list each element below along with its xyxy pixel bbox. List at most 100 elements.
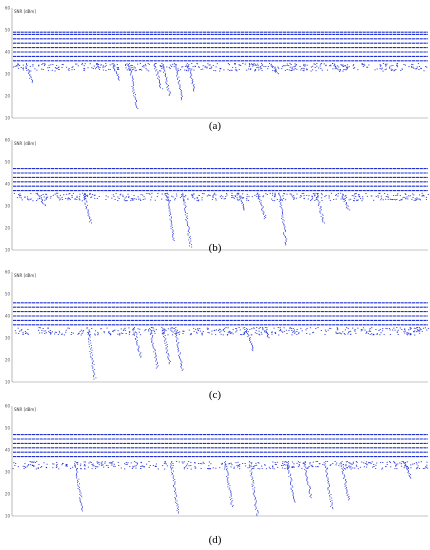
snr-point [89,331,91,333]
snr-point [226,476,228,477]
snr-point [213,70,215,71]
snr-point [357,468,359,470]
snr-point [253,480,254,482]
snr-point [152,345,154,347]
snr-point [413,327,416,329]
snr-point [102,464,104,466]
snr-point [164,75,166,76]
snr-point [178,354,180,356]
snr-point [77,481,79,482]
snr-point [115,193,117,195]
snr-point [142,199,144,200]
panel-c-caption: (c) [208,389,222,401]
snr-point [164,340,166,342]
snr-point [281,199,283,201]
snr-point [63,334,66,336]
snr-point [299,462,301,463]
snr-point [332,507,334,508]
snr-point [128,333,131,335]
snr-point [309,488,311,490]
snr-point [271,65,273,67]
snr-point [168,90,170,92]
y-tick-label: 60 [5,404,11,409]
snr-point [251,474,253,476]
snr-point [172,463,174,464]
snr-point [29,66,31,67]
snr-point [321,219,323,221]
snr-point [172,467,174,469]
snr-point [247,331,249,333]
snr-point [227,478,229,480]
snr-point [76,473,77,475]
snr-point [347,327,349,329]
snr-point [282,219,284,221]
snr-point [84,193,85,195]
snr-point [131,86,133,87]
snr-point [420,67,422,69]
snr-point [188,237,190,238]
snr-point [132,199,134,201]
snr-point [109,334,112,336]
snr-point [343,468,346,469]
snr-point [367,333,369,334]
snr-point [406,461,408,463]
snr-point [189,72,191,74]
snr-point [61,464,63,466]
snr-point [103,332,105,334]
snr-point [167,354,169,356]
snr-point [116,73,118,75]
y-axis-label: SNR [dBm] [14,407,36,412]
snr-point [88,215,90,217]
snr-point [346,467,349,469]
snr-point [89,193,91,194]
snr-point [148,70,150,72]
snr-point [65,193,68,195]
snr-point [383,333,385,335]
snr-point [145,68,147,70]
snr-point [189,241,191,243]
snr-point [241,197,243,198]
snr-point [187,231,189,232]
snr-point [182,197,184,199]
snr-point [261,64,263,66]
snr-point [49,332,51,333]
snr-point [379,68,381,69]
snr-point [266,332,268,334]
snr-point [410,467,412,469]
snr-point [93,372,95,374]
snr-point [172,234,174,236]
snr-point [305,467,307,469]
snr-point [195,467,197,469]
snr-point [276,461,278,463]
snr-point [258,462,260,464]
snr-point [352,461,355,463]
snr-point [97,333,99,335]
snr-point [297,466,300,468]
snr-point [281,199,283,200]
snr-point [51,69,53,71]
snr-point [253,327,255,329]
snr-point [94,334,96,336]
snr-point [128,66,130,68]
snr-point [163,71,164,73]
snr-point [224,198,226,200]
snr-point [311,199,313,200]
snr-point [279,196,281,198]
snr-point [256,194,258,195]
snr-point [283,224,285,225]
snr-point [88,346,90,348]
snr-point [144,198,146,200]
snr-point [92,361,94,363]
snr-point [79,497,81,499]
snr-point [52,463,54,465]
snr-point [258,333,260,335]
snr-point [316,193,318,195]
snr-point [274,195,276,197]
snr-point [50,332,52,334]
snr-point [84,196,87,198]
snr-point [394,329,396,331]
snr-point [151,340,153,342]
snr-point [309,462,311,464]
snr-point [101,465,103,466]
snr-point [333,199,335,200]
